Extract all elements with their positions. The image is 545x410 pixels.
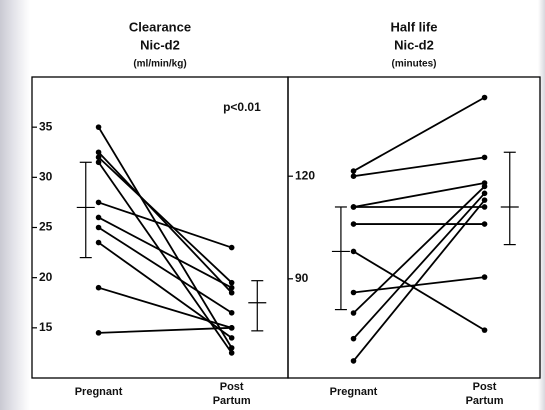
subject-point [95, 124, 102, 130]
subject-point [481, 190, 488, 197]
annotation: p<0.01 [223, 100, 261, 114]
y-tick-label: 30 [39, 170, 53, 184]
x-tick-label: Post Partum [466, 381, 504, 407]
subject-line [353, 250, 486, 331]
subject-line [353, 276, 485, 294]
subject-point [228, 325, 235, 331]
chart-subtitle: (minutes) [392, 59, 437, 70]
subject-point [95, 154, 102, 161]
subject-line [98, 216, 233, 289]
subject-line [98, 226, 233, 314]
subject-point [350, 221, 357, 227]
x-tick-label: Post Partum [213, 381, 251, 407]
subject-point [95, 330, 102, 336]
subject-point [228, 345, 235, 351]
subject-point [350, 358, 357, 364]
subject-point [481, 197, 488, 203]
subject-point [228, 244, 235, 251]
subject-line [98, 201, 232, 249]
subject-point [350, 335, 357, 342]
subject-point [228, 284, 235, 291]
subject-point [481, 274, 488, 280]
subject-point [228, 279, 235, 286]
subject-point [95, 159, 102, 166]
subject-line [352, 185, 486, 314]
subject-point [481, 94, 488, 101]
subject-point [350, 289, 357, 296]
subject-point [350, 310, 357, 316]
subject-point [95, 284, 102, 291]
subject-point [228, 309, 235, 316]
y-tick-label: 90 [295, 271, 309, 285]
subject-line [97, 126, 233, 349]
y-tick-label: 35 [39, 119, 53, 133]
subject-point [481, 327, 488, 333]
y-tick-label: 20 [39, 270, 53, 284]
subject-line [353, 96, 486, 172]
chart-title: Clearance [129, 19, 191, 34]
subject-point [95, 199, 102, 206]
chart-subtitle: (ml/min/kg) [133, 59, 186, 70]
subject-line [98, 326, 232, 334]
x-tick-label: Pregnant [330, 386, 378, 398]
subject-point [228, 335, 235, 341]
subject-point [350, 204, 357, 210]
subject-line [97, 156, 233, 284]
subject-point [228, 350, 235, 356]
subject-line [352, 192, 486, 340]
subject-point [350, 168, 357, 174]
subject-point [481, 183, 488, 190]
subject-line [353, 182, 485, 208]
x-tick-label: Pregnant [75, 386, 123, 398]
subject-line [98, 286, 232, 329]
subject-point [95, 214, 102, 221]
subject-point [95, 224, 102, 231]
panel-frame [287, 76, 541, 379]
subject-point [95, 149, 102, 156]
y-tick-label: 15 [39, 320, 53, 334]
subject-point [228, 289, 235, 296]
subject-point [481, 221, 488, 227]
y-tick-label: 25 [39, 220, 53, 234]
y-tick-label: 120 [295, 168, 315, 182]
chart-title: Half life [391, 19, 438, 34]
subject-point [350, 173, 357, 179]
chart-title: Nic-d2 [140, 37, 180, 52]
subject-point [481, 154, 488, 161]
subject-point [95, 239, 102, 246]
chart-title: Nic-d2 [394, 37, 434, 52]
subject-line [353, 156, 485, 178]
subject-point [350, 248, 357, 255]
subject-line [352, 199, 486, 362]
subject-point [481, 204, 488, 210]
subject-line [97, 151, 233, 294]
